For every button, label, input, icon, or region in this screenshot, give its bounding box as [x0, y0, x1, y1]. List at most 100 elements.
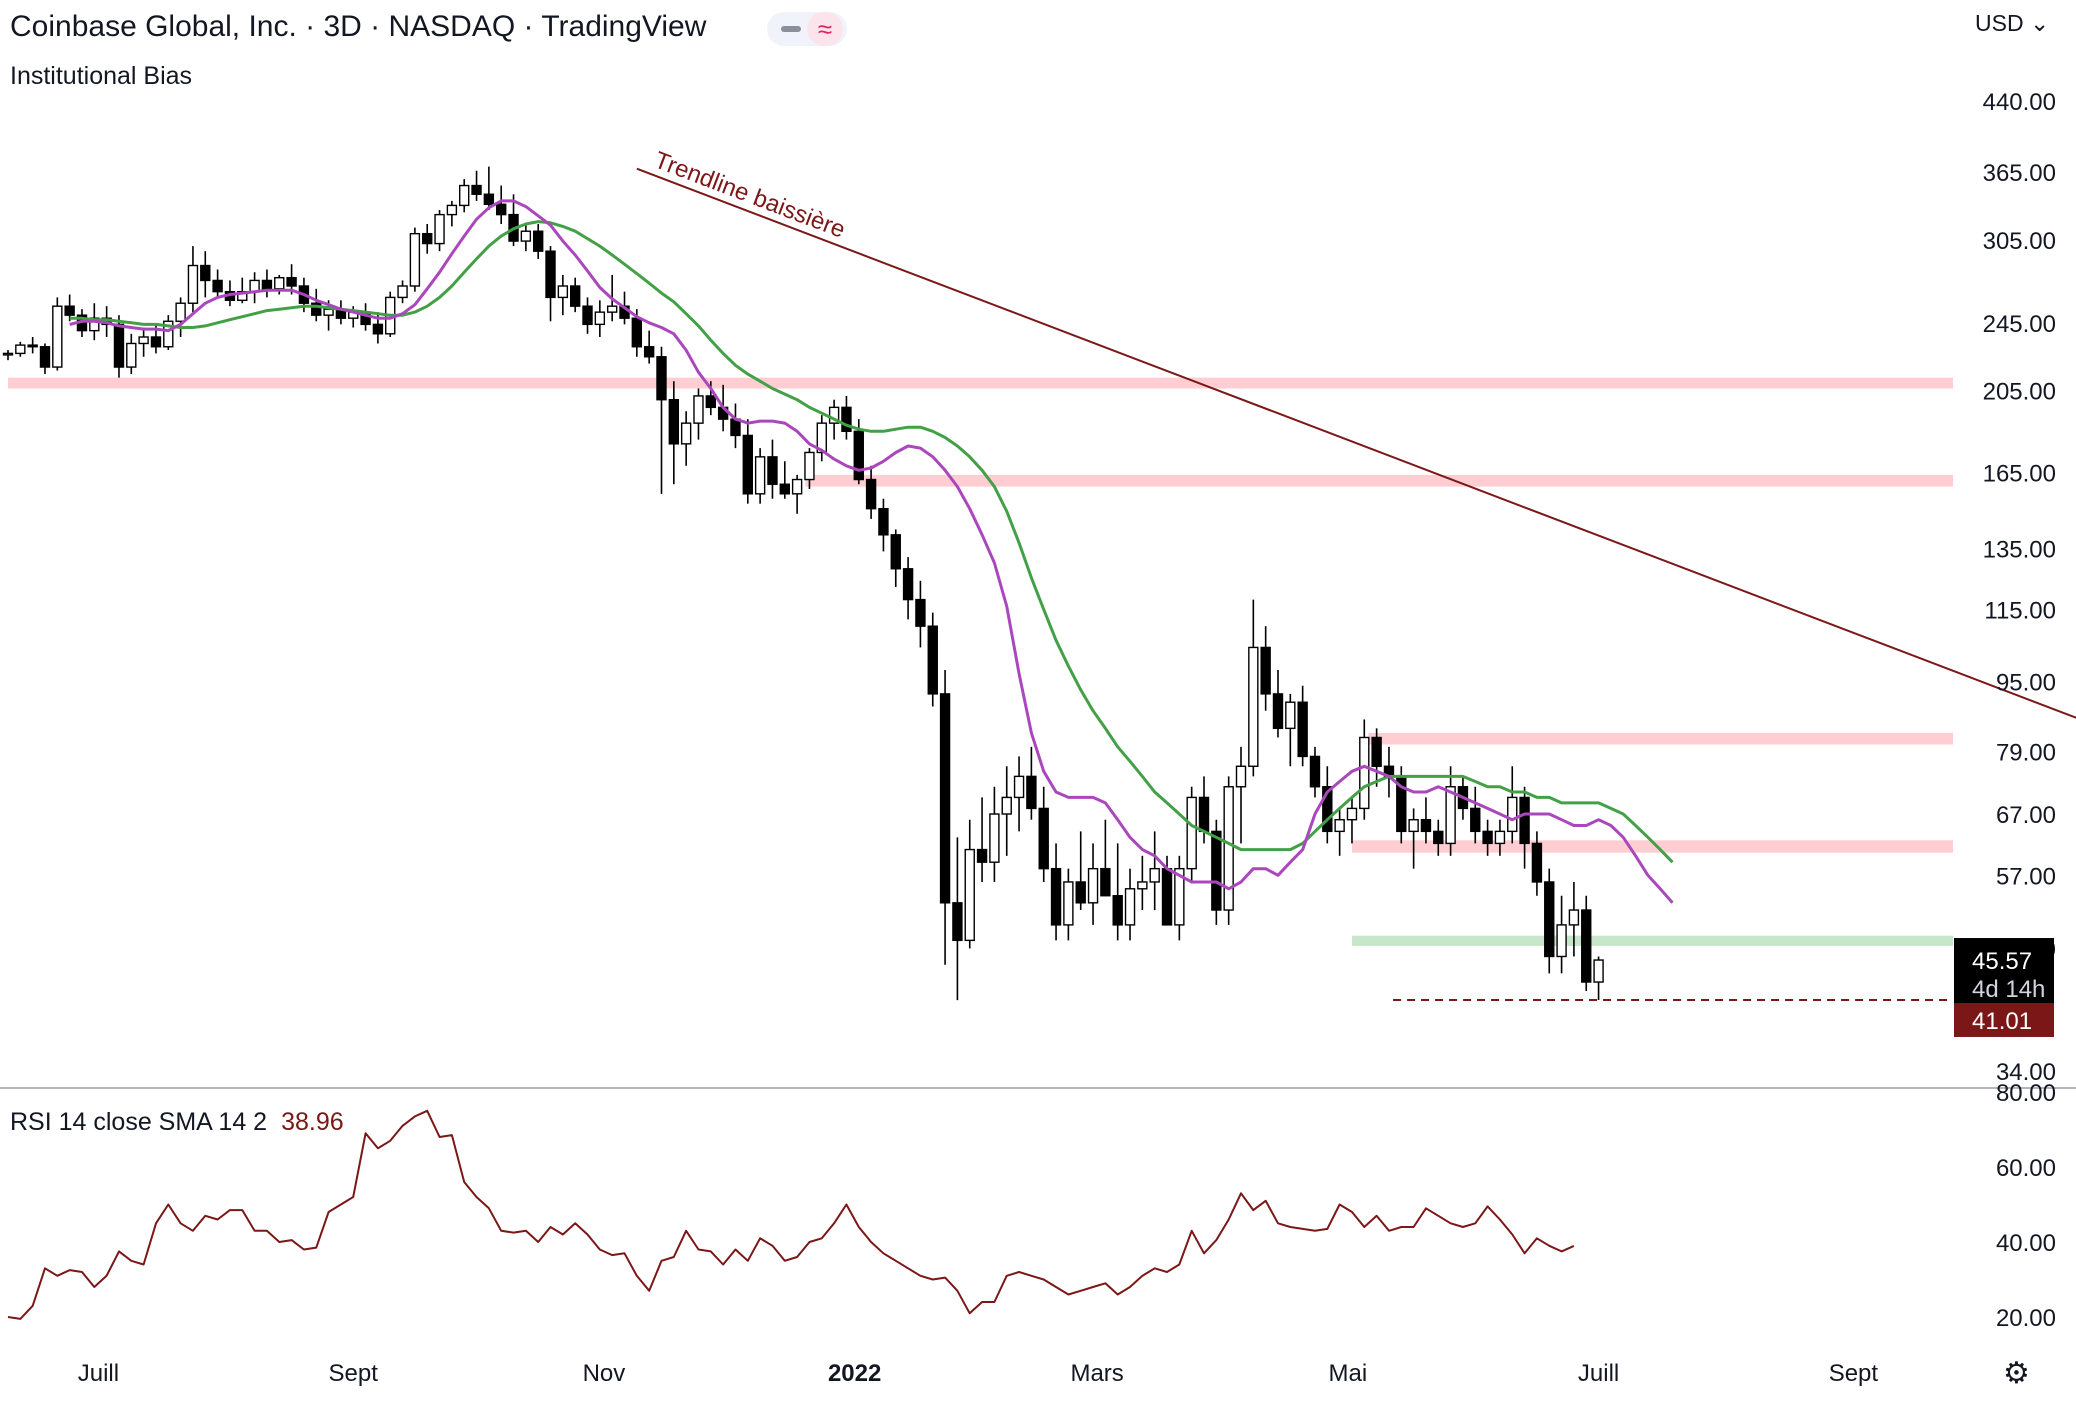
candle-80 [989, 813, 1000, 863]
candle-99 [1223, 786, 1234, 911]
price-tick-label: 67.00 [1996, 802, 2056, 829]
candle-38 [471, 184, 482, 195]
candle-120 [1482, 830, 1493, 845]
candle-108 [1334, 819, 1345, 833]
candle-4 [52, 305, 63, 368]
candle-74 [915, 598, 926, 627]
candle-26 [323, 308, 334, 316]
candle-3 [39, 346, 51, 368]
candle-17 [212, 279, 223, 293]
candle-115 [1420, 819, 1432, 833]
approx-icon[interactable]: ≈ [807, 12, 843, 46]
candle-45 [557, 285, 569, 299]
candle-72 [890, 534, 901, 570]
candle-123 [1519, 796, 1530, 845]
candle-49 [606, 305, 618, 313]
candle-87 [1075, 881, 1086, 904]
candle-102 [1260, 646, 1271, 695]
candle-42 [520, 230, 532, 242]
candle-126 [1556, 924, 1567, 958]
gear-icon[interactable]: ⚙ [2003, 1357, 2030, 1390]
currency-label: USD [1975, 10, 2024, 36]
rsi-tick-label: 40.00 [1996, 1230, 2056, 1257]
zone-1 [805, 474, 1953, 487]
chart-title: Coinbase Global, Inc. · 3D · NASDAQ · Tr… [10, 10, 707, 43]
candle-51 [631, 317, 643, 348]
candle-48 [594, 311, 606, 326]
rsi-label: RSI 14 close SMA 14 2 [10, 1108, 268, 1136]
candle-68 [841, 406, 852, 432]
rsi-pane: 80.00 60.00 40.00 20.00 [7, 1080, 2056, 1332]
price-tick-label: 79.00 [1996, 740, 2056, 767]
candle-30 [372, 323, 384, 335]
candle-129 [1593, 959, 1604, 983]
candle-79 [976, 848, 988, 863]
candle-54 [668, 399, 680, 445]
candle-13 [163, 320, 174, 348]
candle-103 [1272, 693, 1284, 730]
candle-36 [446, 204, 458, 216]
candle-89 [1100, 867, 1111, 897]
candle-71 [878, 507, 889, 536]
candle-34 [422, 232, 433, 245]
zone-4 [1351, 935, 1953, 946]
candle-84 [1038, 807, 1049, 870]
candle-76 [939, 693, 951, 904]
candle-111 [1371, 736, 1382, 767]
candle-117 [1445, 786, 1456, 845]
candle-44 [545, 250, 556, 299]
support-price-box [1954, 1002, 2054, 1037]
candle-98 [1211, 830, 1222, 911]
candle-57 [705, 395, 717, 409]
moving-averages-layer [69, 199, 1674, 904]
candle-22 [274, 276, 285, 290]
candle-15 [187, 264, 199, 304]
time-tick-label: Mars [1070, 1360, 1123, 1387]
candle-106 [1309, 755, 1321, 788]
candle-85 [1050, 867, 1062, 926]
indicator-label[interactable]: Institutional Bias [10, 62, 193, 90]
candle-56 [693, 395, 704, 424]
candle-64 [791, 478, 803, 495]
ma-fast-line [69, 199, 1674, 904]
candle-60 [742, 434, 753, 495]
time-tick-label: Nov [583, 1360, 626, 1387]
candle-47 [582, 305, 593, 326]
candle-67 [828, 406, 840, 424]
candle-16 [200, 264, 211, 282]
candle-70 [865, 478, 877, 510]
candle-82 [1013, 775, 1025, 799]
candle-122 [1507, 796, 1518, 833]
time-axis: JuillSeptNov2022MarsMaiJuillSeptNov2023M… [78, 1360, 1879, 1387]
candle-81 [1001, 796, 1012, 815]
candle-77 [952, 902, 963, 942]
candle-73 [902, 568, 914, 601]
drawings-layer: Trendline baissière [636, 147, 2076, 1001]
price-tick-label: 115.00 [1984, 597, 2056, 624]
rsi-tick-label: 20.00 [1996, 1305, 2056, 1332]
candle-21 [261, 279, 273, 290]
candles-layer [2, 166, 1604, 1001]
candle-9 [113, 323, 125, 368]
candle-23 [286, 276, 297, 287]
candle-33 [409, 232, 421, 287]
currency-selector[interactable]: USD ⌄ [1975, 10, 2049, 37]
candle-127 [1568, 909, 1580, 926]
candle-125 [1544, 881, 1555, 958]
rsi-legend[interactable]: RSI 14 close SMA 14 2 38.96 [10, 1108, 344, 1137]
trendline-label: Trendline baissière [651, 147, 849, 244]
time-tick-label: 2022 [828, 1360, 881, 1387]
candle-37 [459, 184, 470, 207]
candle-93 [1149, 867, 1160, 883]
ma-slow-line [69, 220, 1674, 864]
candle-46 [569, 285, 581, 307]
candle-75 [927, 625, 938, 695]
candle-12 [150, 336, 162, 348]
price-axis: 440.00 365.00 305.00 245.00 205.00 165.00 135.… [0, 89, 2076, 1089]
badge-toggles[interactable]: ≈ [767, 12, 847, 46]
candle-121 [1494, 830, 1506, 845]
price-tick-label: 135.00 [1983, 537, 2056, 564]
minus-icon[interactable] [781, 26, 801, 32]
